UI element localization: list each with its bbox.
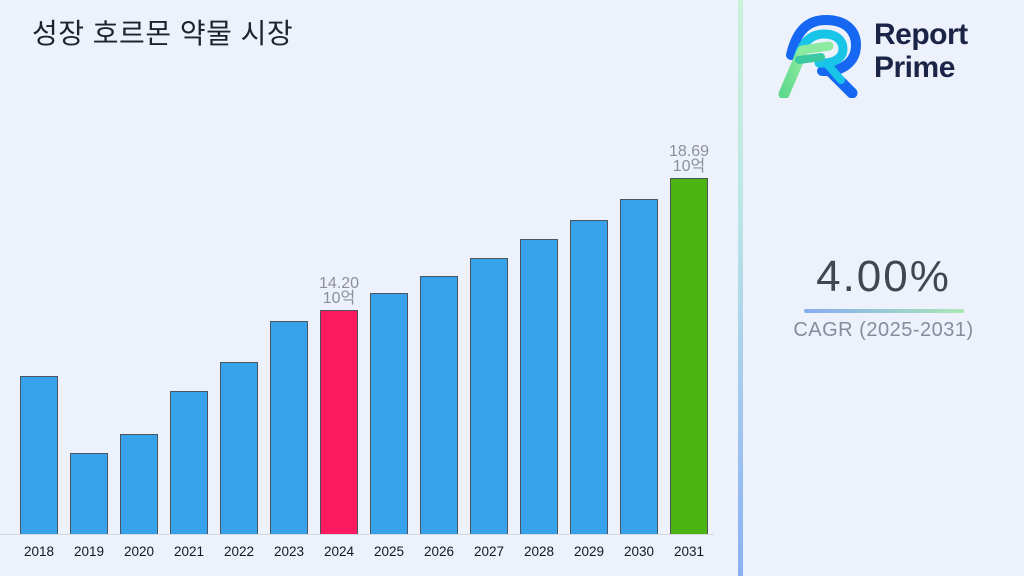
right-panel: Report Prime 4.00% CAGR (2025-2031) — [743, 0, 1024, 576]
bar-group-2030 — [614, 199, 664, 534]
bar-2018 — [20, 376, 58, 534]
year-label-2030: 2030 — [623, 544, 655, 559]
year-label-2021: 2021 — [173, 544, 205, 559]
year-label-2024: 2024 — [323, 544, 355, 559]
bar-group-2022 — [214, 361, 264, 534]
bar-group-2031: 18.69 10억 — [664, 142, 714, 534]
x-axis-line — [0, 534, 714, 535]
vertical-divider — [738, 0, 743, 576]
brand-name-line1: Report — [874, 18, 968, 51]
bar-group-2025 — [364, 293, 414, 534]
year-label-2025: 2025 — [373, 544, 405, 559]
chart-year-labels-row: 2018 2019 2020 2021 2022 2023 2024 2025 2026 2027… — [14, 535, 714, 559]
bar-2025 — [370, 293, 408, 534]
bar-group-2021 — [164, 391, 214, 534]
year-label-2029: 2029 — [573, 544, 605, 559]
bar-group-2027 — [464, 258, 514, 534]
cagr-label: CAGR (2025-2031) — [793, 319, 974, 341]
brand-name: Report Prime — [874, 10, 968, 84]
chart-bars-row: 14.20 10억 18.69 10억 — [14, 96, 714, 534]
brand-name-line2: Prime — [874, 51, 955, 84]
bar-chart: 14.20 10억 18.69 10억 2018 2019 2020 2021 2022 202… — [0, 96, 714, 559]
bar-2030 — [620, 199, 658, 534]
bar-2019 — [70, 453, 108, 534]
bar-2026 — [420, 276, 458, 534]
bar-group-2018 — [14, 376, 64, 534]
year-label-2020: 2020 — [123, 544, 155, 559]
year-label-2031: 2031 — [673, 544, 705, 559]
bar-group-2023 — [264, 320, 314, 534]
year-label-2022: 2022 — [223, 544, 255, 559]
bar-2031 — [670, 177, 708, 534]
bar-2027 — [470, 258, 508, 534]
bar-group-2020 — [114, 433, 164, 534]
bar-group-2026 — [414, 276, 464, 534]
year-label-2023: 2023 — [273, 544, 305, 559]
bar-group-2024: 14.20 10억 — [314, 276, 364, 534]
cagr-value: 4.00% — [816, 252, 951, 301]
brand-logo: Report Prime — [777, 10, 968, 98]
cagr-block: 4.00% CAGR (2025-2031) — [743, 252, 1024, 342]
bar-2020 — [120, 433, 158, 534]
bar-2022 — [220, 361, 258, 534]
year-label-2028: 2028 — [523, 544, 555, 559]
bar-2023 — [270, 320, 308, 534]
bar-2029 — [570, 219, 608, 534]
page-title: 성장 호르몬 약물 시장 — [32, 18, 294, 49]
bar-group-2029 — [564, 219, 614, 534]
year-label-2027: 2027 — [473, 544, 505, 559]
year-label-2026: 2026 — [423, 544, 455, 559]
bar-group-2019 — [64, 453, 114, 534]
report-prime-logo-icon — [778, 14, 862, 98]
bar-2024 — [320, 310, 358, 534]
year-label-2019: 2019 — [73, 544, 105, 559]
cagr-underline — [803, 309, 964, 313]
bar-annotation-2024: 14.20 10억 — [318, 275, 360, 308]
year-label-2018: 2018 — [23, 544, 55, 559]
bar-2028 — [520, 239, 558, 534]
bar-2021 — [170, 391, 208, 534]
bar-annotation-2031: 18.69 10억 — [668, 142, 710, 175]
bar-group-2028 — [514, 239, 564, 534]
